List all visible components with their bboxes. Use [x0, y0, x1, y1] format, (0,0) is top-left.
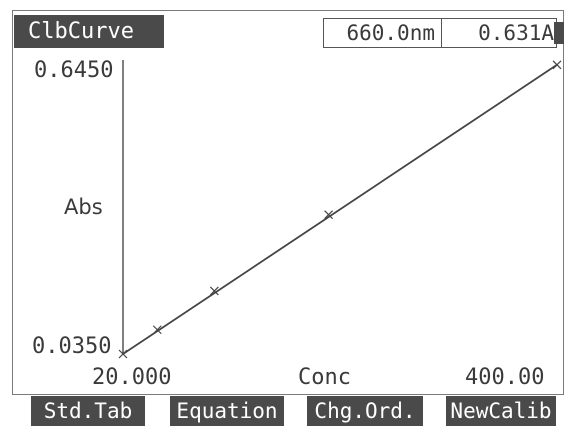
data-points [118, 60, 562, 359]
screen-title: ClbCurve [14, 15, 164, 48]
data-point-marker [152, 325, 162, 335]
softkey-bar: Std.Tab Equation Chg.Ord. NewCalib [0, 396, 573, 426]
absorbance-readout: 0.631A [478, 21, 554, 45]
data-point-marker [209, 286, 219, 296]
data-point-marker [324, 210, 334, 220]
measurement-readout: 660.0nm 0.631A [323, 18, 557, 48]
display-frame [12, 10, 564, 395]
equation-softkey[interactable]: Equation [170, 396, 284, 426]
x-tick-label-min: 20.000 [92, 365, 172, 390]
calibration-fit-line [122, 64, 558, 355]
new-calib-softkey[interactable]: NewCalib [446, 396, 556, 426]
x-tick-label-max: 400.00 [465, 365, 545, 390]
x-axis-title: Conc [298, 365, 351, 390]
data-point-marker [118, 349, 128, 359]
y-tick-label-min: 0.0350 [32, 334, 112, 359]
data-point-marker [552, 60, 562, 70]
y-tick-label-max: 0.6450 [34, 58, 114, 83]
y-axis-title: Abs [64, 195, 103, 219]
side-scroll-indicator [554, 22, 564, 44]
std-tab-softkey[interactable]: Std.Tab [31, 396, 145, 426]
wavelength-readout: 660.0nm [324, 19, 442, 47]
change-order-softkey[interactable]: Chg.Ord. [307, 396, 423, 426]
